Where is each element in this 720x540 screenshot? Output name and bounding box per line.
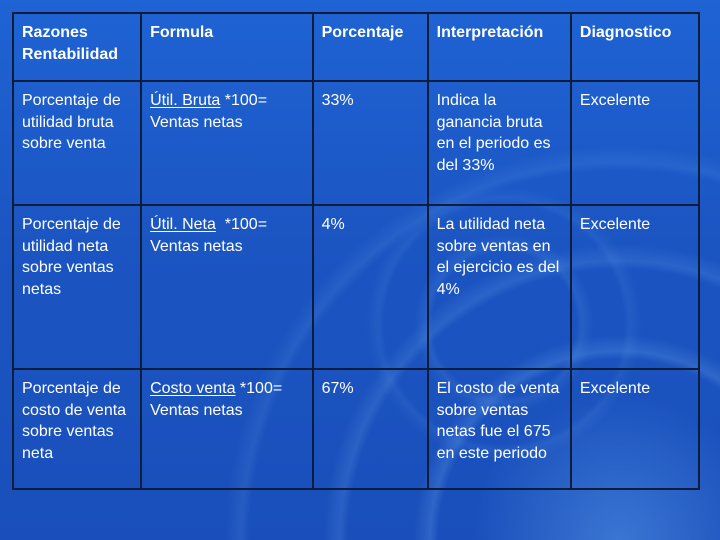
table-row: Porcentaje de costo de venta sobre venta… <box>11 368 701 490</box>
formula-cell: Costo venta *100= Ventas netas <box>140 368 314 490</box>
porcentaje-cell: 4% <box>311 204 429 370</box>
interpretacion-cell: El costo de venta sobre ventas netas fue… <box>426 368 572 490</box>
diagnostico-cell: Excelente <box>569 368 701 490</box>
table-header-row: Razones Rentabilidad Formula Porcentaje … <box>11 12 701 82</box>
header-diagnostico: Diagnostico <box>569 12 701 82</box>
formula-multiplier: *100= <box>220 92 268 109</box>
table-row: Porcentaje de utilidad bruta sobre venta… <box>11 80 701 206</box>
razon-cell: Porcentaje de utilidad bruta sobre venta <box>11 80 143 206</box>
formula-cell: Útil. Neta *100= Ventas netas <box>140 204 314 370</box>
porcentaje-cell: 33% <box>311 80 429 206</box>
porcentaje-cell: 67% <box>311 368 429 490</box>
interpretacion-cell: Indica la ganancia bruta en el periodo e… <box>426 80 572 206</box>
formula-denominator: Ventas netas <box>150 401 243 419</box>
formula-numerator: Costo venta <box>150 380 236 397</box>
formula-multiplier: *100= <box>235 380 283 397</box>
razon-cell: Porcentaje de utilidad neta sobre ventas… <box>11 204 143 370</box>
header-interpretacion: Interpretación <box>426 12 572 82</box>
formula-numerator: Útil. Bruta <box>150 92 221 109</box>
formula-numerator: Útil. Neta <box>150 216 216 233</box>
formula-denominator: Ventas netas <box>150 237 243 255</box>
diagnostico-cell: Excelente <box>569 80 701 206</box>
formula-cell: Útil. Bruta *100= Ventas netas <box>140 80 314 206</box>
header-formula: Formula <box>140 12 314 82</box>
formula-denominator: Ventas netas <box>150 113 243 131</box>
formula-multiplier: *100= <box>215 216 268 233</box>
diagnostico-cell: Excelente <box>569 204 701 370</box>
profitability-ratios-table: Razones Rentabilidad Formula Porcentaje … <box>11 12 701 490</box>
interpretacion-cell: La utilidad neta sobre ventas en el ejer… <box>426 204 572 370</box>
table-row: Porcentaje de utilidad neta sobre ventas… <box>11 204 701 370</box>
header-razones: Razones Rentabilidad <box>11 12 143 82</box>
header-porcentaje: Porcentaje <box>311 12 429 82</box>
razon-cell: Porcentaje de costo de venta sobre venta… <box>11 368 143 490</box>
ratios-table-container: Razones Rentabilidad Formula Porcentaje … <box>11 12 701 490</box>
